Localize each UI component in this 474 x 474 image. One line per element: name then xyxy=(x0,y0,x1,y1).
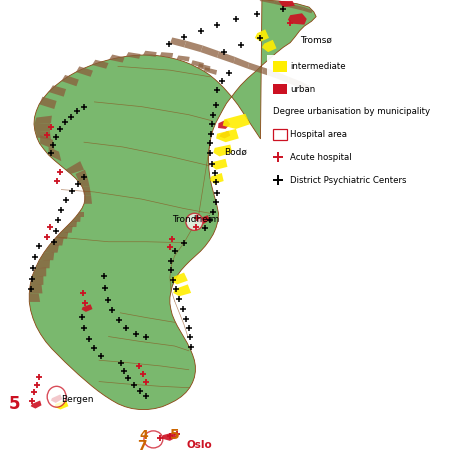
Polygon shape xyxy=(51,394,62,403)
Polygon shape xyxy=(218,119,230,129)
Polygon shape xyxy=(255,29,269,42)
Polygon shape xyxy=(260,0,274,4)
Polygon shape xyxy=(288,77,301,88)
Bar xyxy=(273,61,287,72)
Polygon shape xyxy=(216,129,239,142)
Polygon shape xyxy=(39,252,54,260)
Polygon shape xyxy=(276,72,289,83)
Polygon shape xyxy=(204,67,217,75)
Polygon shape xyxy=(75,170,88,182)
Text: Bergen: Bergen xyxy=(61,395,94,403)
Polygon shape xyxy=(278,1,295,7)
Polygon shape xyxy=(191,60,204,68)
Polygon shape xyxy=(49,85,66,97)
Polygon shape xyxy=(35,123,50,132)
Polygon shape xyxy=(109,55,125,63)
Polygon shape xyxy=(79,178,90,187)
Polygon shape xyxy=(248,63,264,73)
Text: Oslo: Oslo xyxy=(186,439,212,450)
Polygon shape xyxy=(126,52,141,59)
Polygon shape xyxy=(29,284,43,293)
Polygon shape xyxy=(65,161,84,174)
Polygon shape xyxy=(273,1,290,7)
Polygon shape xyxy=(262,40,276,52)
Polygon shape xyxy=(171,273,188,284)
Polygon shape xyxy=(55,232,68,239)
Text: District Psychiatric Centers: District Psychiatric Centers xyxy=(290,176,407,184)
Text: 5: 5 xyxy=(170,428,180,442)
FancyBboxPatch shape xyxy=(266,55,470,189)
Polygon shape xyxy=(170,37,186,47)
Polygon shape xyxy=(300,82,310,92)
Ellipse shape xyxy=(47,386,66,407)
Text: 7: 7 xyxy=(137,438,146,453)
Polygon shape xyxy=(30,276,44,285)
Text: Degree urbanisation by municipality: Degree urbanisation by municipality xyxy=(273,108,430,116)
Polygon shape xyxy=(201,46,219,58)
Text: Acute hospital: Acute hospital xyxy=(290,153,352,162)
Polygon shape xyxy=(75,212,84,217)
Polygon shape xyxy=(84,195,92,204)
Polygon shape xyxy=(213,145,232,156)
Polygon shape xyxy=(60,226,73,233)
Polygon shape xyxy=(219,131,230,138)
Text: 5: 5 xyxy=(9,395,20,413)
Text: Tromsø: Tromsø xyxy=(300,36,331,44)
Polygon shape xyxy=(49,147,61,161)
Polygon shape xyxy=(39,97,56,109)
Text: intermediate: intermediate xyxy=(290,62,346,71)
Polygon shape xyxy=(234,57,249,69)
Polygon shape xyxy=(54,400,68,410)
Polygon shape xyxy=(161,432,177,441)
Polygon shape xyxy=(71,217,81,222)
Polygon shape xyxy=(211,159,228,170)
Polygon shape xyxy=(210,173,224,184)
Polygon shape xyxy=(31,401,42,409)
Text: Hospital area: Hospital area xyxy=(290,130,347,139)
Polygon shape xyxy=(66,221,77,227)
Polygon shape xyxy=(29,293,40,302)
Polygon shape xyxy=(143,51,157,57)
Polygon shape xyxy=(302,7,313,13)
Polygon shape xyxy=(35,116,52,124)
Bar xyxy=(273,84,287,94)
Polygon shape xyxy=(44,245,59,253)
Text: Trondheim: Trondheim xyxy=(172,216,219,224)
Polygon shape xyxy=(49,238,64,246)
Ellipse shape xyxy=(144,431,163,448)
Polygon shape xyxy=(176,55,190,62)
Text: Bodø: Bodø xyxy=(224,148,247,157)
Polygon shape xyxy=(184,41,203,52)
Polygon shape xyxy=(61,75,79,86)
Polygon shape xyxy=(198,64,210,71)
Text: urban: urban xyxy=(290,85,316,93)
Polygon shape xyxy=(160,52,173,58)
Bar xyxy=(273,129,287,140)
Polygon shape xyxy=(36,260,50,268)
Polygon shape xyxy=(217,51,235,64)
Polygon shape xyxy=(288,13,307,25)
Polygon shape xyxy=(197,215,210,224)
Polygon shape xyxy=(92,60,109,69)
Polygon shape xyxy=(32,267,46,276)
Text: 4: 4 xyxy=(139,428,148,442)
Polygon shape xyxy=(76,66,93,77)
Polygon shape xyxy=(36,131,51,140)
Polygon shape xyxy=(288,4,304,10)
Polygon shape xyxy=(262,67,277,78)
Ellipse shape xyxy=(186,213,203,230)
Polygon shape xyxy=(40,135,54,149)
Polygon shape xyxy=(173,284,191,296)
Polygon shape xyxy=(82,304,92,312)
Polygon shape xyxy=(223,114,250,129)
Polygon shape xyxy=(82,187,91,195)
Polygon shape xyxy=(29,0,316,410)
